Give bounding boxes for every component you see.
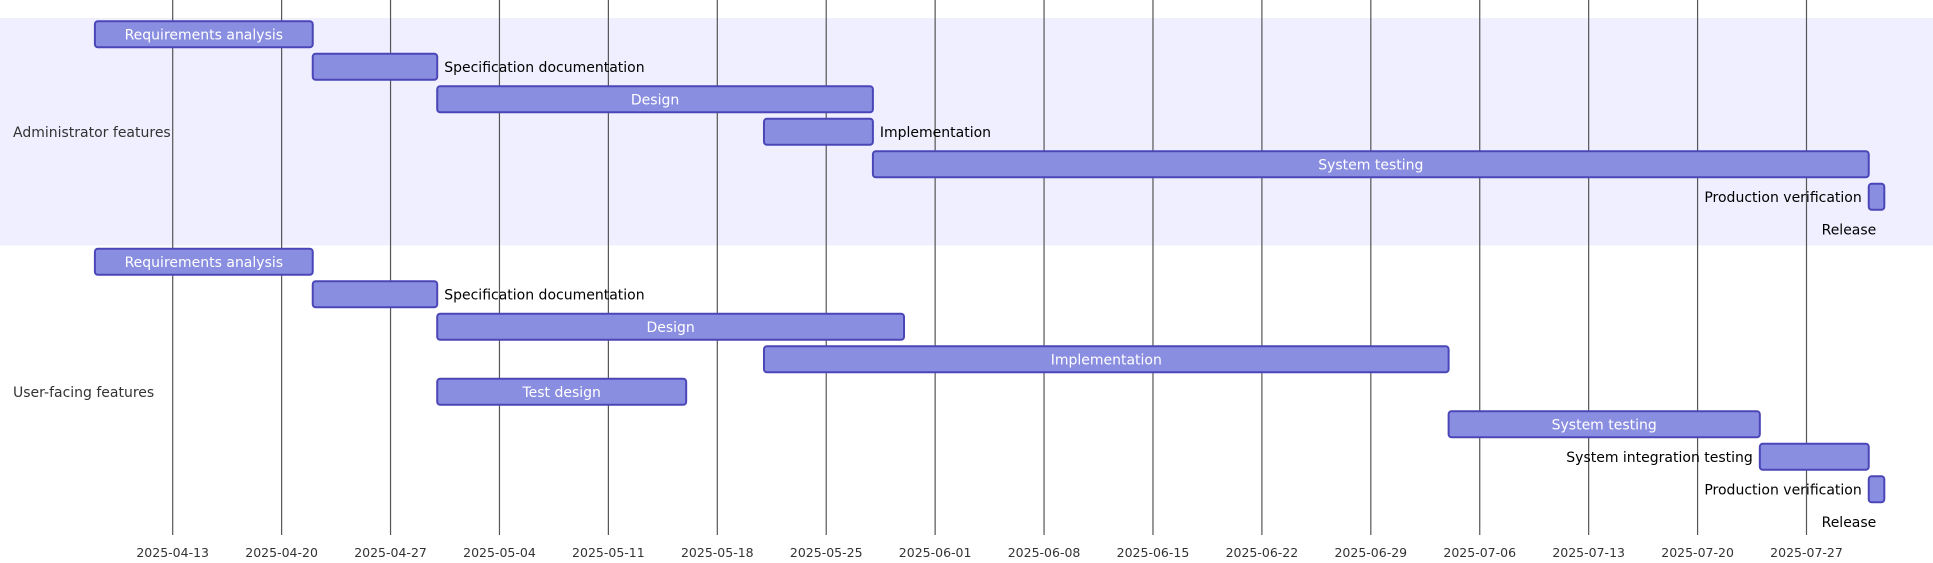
task-bar xyxy=(1758,442,1870,471)
task-label: Test design xyxy=(521,385,600,401)
tick-label: 2025-07-20 xyxy=(1661,545,1734,560)
task-bar xyxy=(762,117,874,146)
task-bar xyxy=(93,247,314,276)
task-label: Specification documentation xyxy=(444,60,644,76)
task-label: Specification documentation xyxy=(444,287,644,303)
task-label: Production verification xyxy=(1704,482,1861,498)
task-label: Design xyxy=(646,320,694,336)
task-bar xyxy=(1447,410,1761,439)
tick-label: 2025-06-29 xyxy=(1334,545,1407,560)
tick-label: 2025-05-04 xyxy=(463,545,536,560)
tick-label: 2025-05-25 xyxy=(790,545,863,560)
task-bar xyxy=(762,345,1450,374)
task-label: System integration testing xyxy=(1566,450,1753,466)
task-label: Design xyxy=(631,92,679,108)
tick-label: 2025-05-11 xyxy=(572,545,645,560)
tick-label: 2025-06-08 xyxy=(1008,545,1081,560)
task-bar xyxy=(1867,475,1886,504)
tick-label: 2025-06-15 xyxy=(1117,545,1190,560)
tick-label: 2025-06-22 xyxy=(1226,545,1299,560)
task-label: Production verification xyxy=(1704,190,1861,206)
milestone-label: Release xyxy=(1822,515,1877,531)
tick-label: 2025-07-27 xyxy=(1770,545,1843,560)
section-band xyxy=(0,245,1933,538)
task-bar xyxy=(1867,182,1886,211)
milestone-label: Release xyxy=(1822,222,1877,238)
section-labels: Administrator features User-facing featur… xyxy=(13,125,171,401)
task-label: Implementation xyxy=(880,125,991,141)
task-bar xyxy=(311,52,439,81)
task-bar xyxy=(871,150,1870,179)
tick-label: 2025-04-13 xyxy=(136,545,209,560)
task-bar xyxy=(93,20,314,49)
tick-label: 2025-07-13 xyxy=(1552,545,1625,560)
tick-label: 2025-06-01 xyxy=(899,545,972,560)
task-label: Requirements analysis xyxy=(125,255,283,271)
tick-label: 2025-04-20 xyxy=(245,545,318,560)
tick-label: 2025-04-27 xyxy=(354,545,427,560)
task-bars: Requirements analysis Specification docum… xyxy=(93,20,1886,531)
section-label: User-facing features xyxy=(13,385,154,401)
task-label: Implementation xyxy=(1051,352,1162,368)
tick-label: 2025-07-06 xyxy=(1443,545,1516,560)
tick-label: 2025-05-18 xyxy=(681,545,754,560)
section-label: Administrator features xyxy=(13,125,171,141)
task-bar xyxy=(436,85,874,114)
task-label: System testing xyxy=(1552,417,1657,433)
task-bar xyxy=(436,377,688,406)
task-label: Requirements analysis xyxy=(125,27,283,43)
task-label: System testing xyxy=(1318,157,1423,173)
time-axis: 2025-04-13 2025-04-20 2025-04-27 2025-05-04… xyxy=(136,545,1842,560)
task-bar xyxy=(311,280,439,309)
task-bar xyxy=(436,312,906,341)
